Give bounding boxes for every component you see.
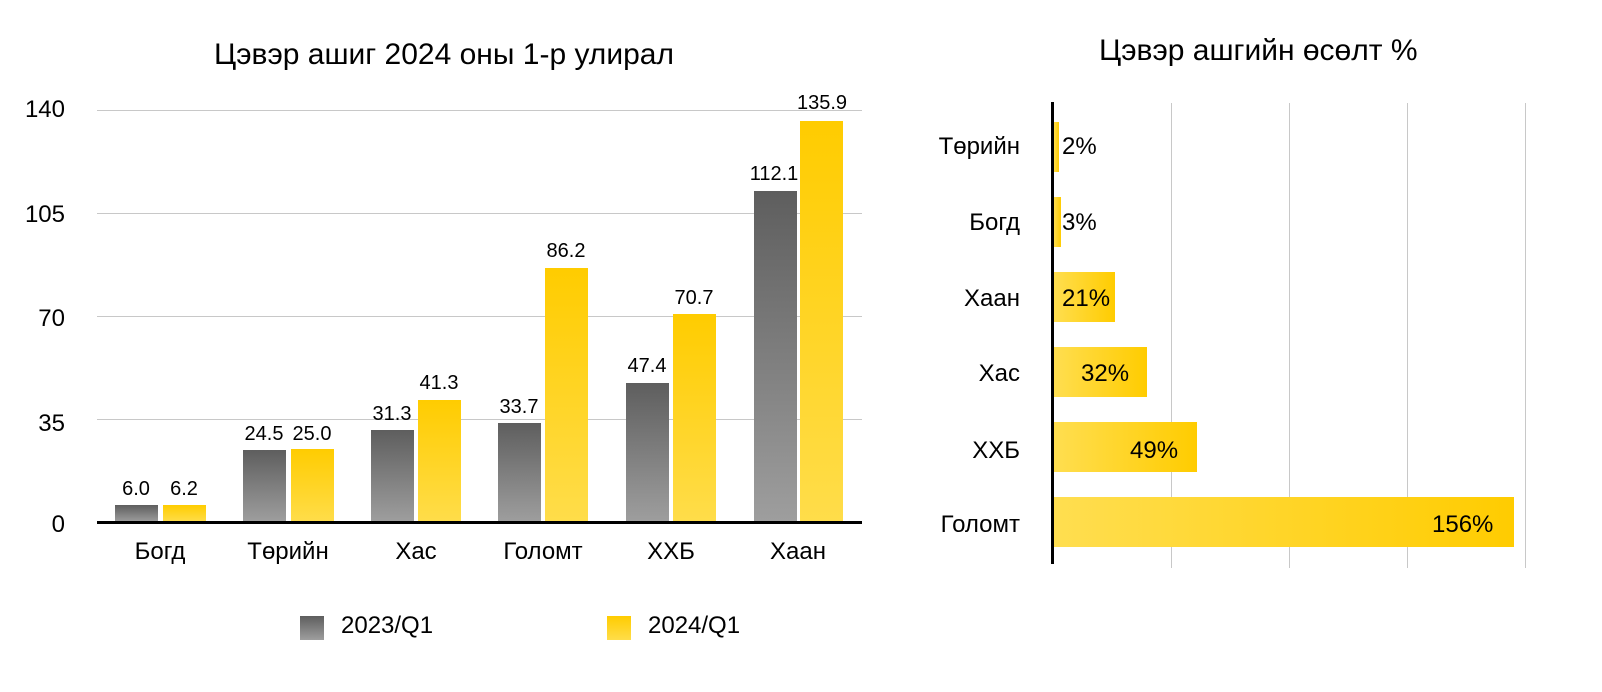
y-tick: Хаан: [964, 285, 1020, 312]
y-tick: 0: [51, 511, 65, 538]
gridline: [1171, 103, 1172, 568]
y-tick: 140: [24, 96, 65, 123]
bar-2024-khas: [418, 400, 461, 522]
bar-2024-khkhb: [673, 314, 716, 522]
value-label: 135.9: [796, 92, 848, 114]
value-label: 32%: [1081, 360, 1130, 387]
bar-bogd: [1054, 197, 1061, 247]
chart-title: Цэвэр ашгийн өсөлт %: [1099, 34, 1418, 67]
gridline: [97, 213, 862, 214]
x-tick: Богд: [134, 538, 186, 565]
value-label: 3%: [1062, 209, 1097, 236]
bar-2023-golomt: [498, 423, 541, 522]
bar-turiin: [1054, 122, 1059, 172]
value-label: 25.0: [292, 423, 332, 445]
bar-2023-khas: [371, 430, 414, 522]
y-axis: [1051, 102, 1054, 564]
bar-khkhb: [1054, 422, 1197, 472]
x-axis: [97, 521, 862, 524]
gridline: [1407, 103, 1408, 568]
bar-2024-bogd: [163, 505, 206, 522]
gridline: [97, 419, 862, 420]
legend-swatch-2024: [607, 616, 631, 640]
x-tick: Хас: [395, 538, 437, 565]
chart-title: Цэвэр ашиг 2024 оны 1-р улирал: [214, 38, 674, 71]
gridline: [97, 316, 862, 317]
bar-2023-bogd: [115, 505, 158, 522]
legend-label: 2024/Q1: [648, 612, 741, 639]
value-label: 112.1: [749, 163, 799, 185]
bar-2024-khaan: [800, 121, 843, 522]
legend-label: 2023/Q1: [341, 612, 434, 639]
gridline: [1525, 103, 1526, 568]
value-label: 6.2: [170, 478, 198, 500]
y-tick: 70: [38, 305, 65, 332]
bar-khaan: [1054, 272, 1115, 322]
value-label: 47.4: [627, 355, 667, 377]
y-tick: Хас: [978, 360, 1020, 387]
bar-2023-khkhb: [626, 383, 669, 522]
value-label: 70.7: [674, 287, 714, 309]
bar-2024-turiin: [291, 449, 334, 522]
value-label: 6.0: [122, 478, 150, 500]
y-tick: Төрийн: [938, 133, 1020, 160]
value-label: 24.5: [244, 423, 284, 445]
x-tick: Голомт: [503, 538, 583, 565]
value-label: 49%: [1130, 437, 1179, 464]
bar-2023-turiin: [243, 450, 286, 522]
bar-khas: [1054, 347, 1147, 397]
y-tick: 105: [24, 201, 65, 228]
value-label: 2%: [1062, 133, 1097, 160]
x-tick: Төрийн: [247, 538, 329, 565]
x-tick: ХХБ: [647, 538, 695, 565]
y-tick: 35: [38, 410, 65, 437]
gridline: [97, 110, 862, 111]
value-label: 156%: [1432, 511, 1494, 538]
y-tick: Богд: [969, 209, 1020, 236]
y-tick: Голомт: [940, 511, 1020, 538]
x-tick: Хаан: [770, 538, 826, 565]
value-label: 86.2: [546, 240, 586, 262]
value-label: 41.3: [419, 372, 459, 394]
bar-2023-khaan: [754, 191, 797, 522]
bar-2024-golomt: [545, 268, 588, 522]
y-tick: ХХБ: [972, 437, 1020, 464]
bar-golomt: [1054, 497, 1514, 547]
legend-swatch-2023: [300, 616, 324, 640]
value-label: 31.3: [372, 403, 412, 425]
value-label: 33.7: [499, 396, 539, 418]
gridline: [1289, 103, 1290, 568]
value-label: 21%: [1062, 285, 1111, 312]
